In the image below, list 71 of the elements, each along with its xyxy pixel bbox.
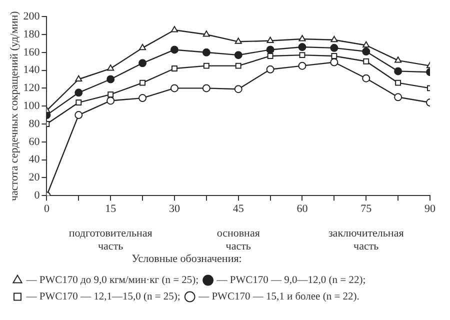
text: заключительная часть — [328, 228, 404, 253]
point — [74, 111, 83, 120]
y-tick-label: 140 — [23, 64, 40, 76]
y-tick-label: 40 — [28, 154, 40, 166]
point — [266, 36, 274, 44]
point — [106, 96, 115, 105]
point — [108, 91, 114, 98]
y-tick-label: 20 — [28, 172, 40, 184]
legend-label: — PWC170 — 9,0—12,0 (n = 22); — [216, 275, 366, 286]
point — [74, 88, 83, 97]
point — [362, 74, 370, 82]
point — [202, 84, 210, 92]
legend-title: Условные обозначения: — [132, 253, 242, 266]
y-tick-label: 0 — [34, 189, 40, 202]
x-tick-label: 0 — [44, 203, 50, 216]
x-tick-label: 60 — [296, 203, 308, 216]
point — [234, 51, 242, 60]
point — [170, 46, 178, 54]
point — [299, 52, 306, 58]
point — [266, 46, 274, 54]
point — [330, 44, 338, 52]
legend-label: — PWC170 до 9,0 кгм/мин·кг (n = 25); — [25, 275, 199, 286]
point — [298, 62, 306, 70]
point — [234, 38, 242, 44]
point — [107, 64, 114, 71]
point — [76, 100, 82, 106]
text: подготовительная часть — [68, 228, 152, 253]
point — [362, 48, 370, 56]
point — [363, 58, 370, 64]
y-tick-label: 60 — [28, 136, 40, 148]
y-tick-label: 200 — [23, 10, 40, 22]
y-tick-label: 180 — [23, 28, 40, 40]
legend-label: — PWC170 — 12,1—15,0 (n = 25); — [25, 292, 180, 302]
point — [202, 48, 210, 56]
point — [298, 43, 306, 52]
x-tick-label: 90 — [424, 203, 436, 216]
x-tick-label: 75 — [360, 203, 372, 216]
y-tick-label: 100 — [23, 100, 40, 112]
x-tick-label: 45 — [232, 203, 244, 216]
point — [202, 30, 210, 37]
point — [394, 56, 402, 63]
point — [235, 62, 242, 69]
point — [138, 94, 147, 102]
point — [395, 80, 402, 86]
point — [234, 85, 242, 94]
point — [140, 80, 146, 86]
point — [394, 93, 402, 102]
y-tick-label: 160 — [23, 46, 40, 58]
point — [362, 41, 370, 48]
point — [330, 36, 338, 42]
point — [266, 65, 274, 74]
point — [394, 67, 402, 76]
point — [106, 75, 115, 84]
y-axis-title: частота сердечных сокращений (уд/мин) — [8, 10, 20, 202]
y-tick-label: 120 — [23, 82, 40, 94]
x-tick-label: 15 — [105, 203, 117, 216]
point — [138, 44, 146, 50]
point — [138, 59, 147, 68]
point — [170, 84, 178, 92]
point — [267, 53, 274, 59]
point — [330, 58, 338, 66]
legend-label: — PWC170 — 15,1 и более (n = 22). — [198, 292, 360, 302]
point — [171, 66, 178, 72]
point — [298, 34, 306, 42]
text: основная часть — [216, 228, 260, 253]
point — [203, 62, 210, 69]
x-tick-label: 30 — [168, 203, 180, 216]
point — [170, 26, 178, 32]
point — [75, 75, 82, 82]
point — [331, 53, 338, 59]
y-tick-label: 80 — [28, 118, 40, 130]
